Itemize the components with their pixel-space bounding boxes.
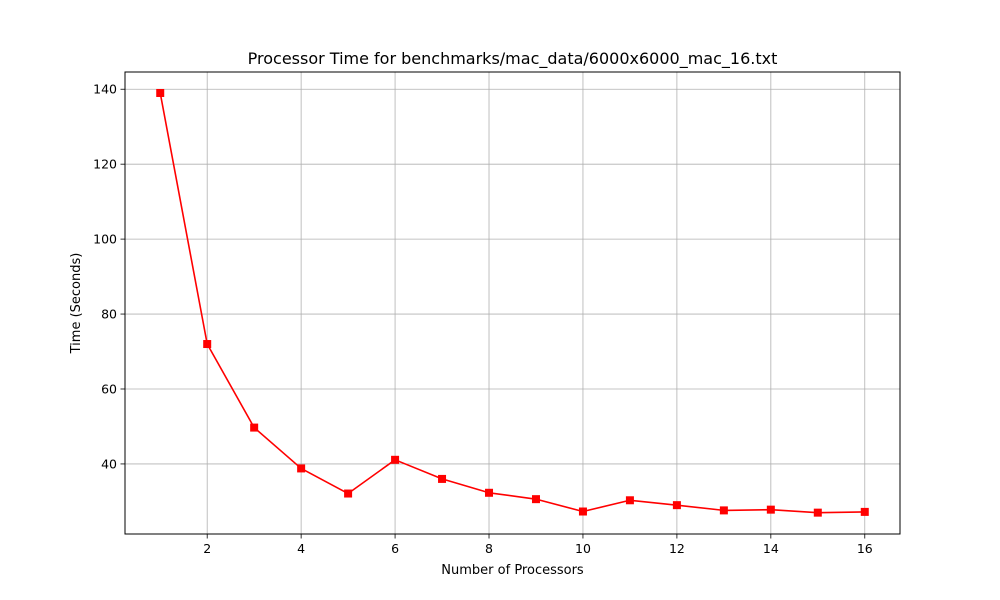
- data-point-marker: [485, 488, 494, 497]
- data-point-marker: [344, 489, 353, 498]
- data-point-marker: [813, 508, 822, 517]
- y-tick-label: 100: [93, 232, 117, 247]
- data-point-marker: [297, 464, 306, 473]
- data-point-marker: [250, 423, 259, 432]
- x-tick-label: 8: [485, 541, 493, 556]
- data-point-marker: [672, 501, 681, 510]
- y-tick-label: 80: [101, 307, 117, 322]
- plot-area-frame: [124, 71, 901, 535]
- x-tick-label: 14: [763, 541, 779, 556]
- data-point-marker: [578, 507, 587, 516]
- x-tick-label: 2: [203, 541, 211, 556]
- chart-title: Processor Time for benchmarks/mac_data/6…: [248, 49, 778, 69]
- x-tick-label: 16: [857, 541, 873, 556]
- x-tick-label: 12: [669, 541, 685, 556]
- axis-ticks: 2 4 6 8 10 12 14 16 40 60 80 100 120 140: [93, 82, 873, 556]
- data-point-marker: [766, 505, 775, 514]
- data-point-marker: [438, 474, 447, 483]
- x-axis-label: Number of Processors: [441, 563, 584, 578]
- data-point-marker: [156, 88, 165, 97]
- x-tick-label: 4: [297, 541, 305, 556]
- series-layer: [156, 88, 869, 517]
- y-axis-label: Time (Seconds): [69, 253, 84, 355]
- data-point-marker: [625, 496, 634, 505]
- x-tick-label: 10: [575, 541, 591, 556]
- y-tick-label: 120: [93, 157, 117, 172]
- data-point-marker: [531, 495, 540, 504]
- data-point-marker: [719, 506, 728, 515]
- y-tick-label: 60: [101, 381, 117, 396]
- data-point-marker: [860, 507, 869, 516]
- x-tick-label: 6: [391, 541, 399, 556]
- series-line: [159, 92, 865, 514]
- y-tick-label: 140: [93, 82, 117, 97]
- data-point-marker: [203, 340, 212, 349]
- y-tick-label: 40: [101, 456, 117, 471]
- data-point-marker: [391, 455, 400, 464]
- grid-lines: [125, 72, 900, 534]
